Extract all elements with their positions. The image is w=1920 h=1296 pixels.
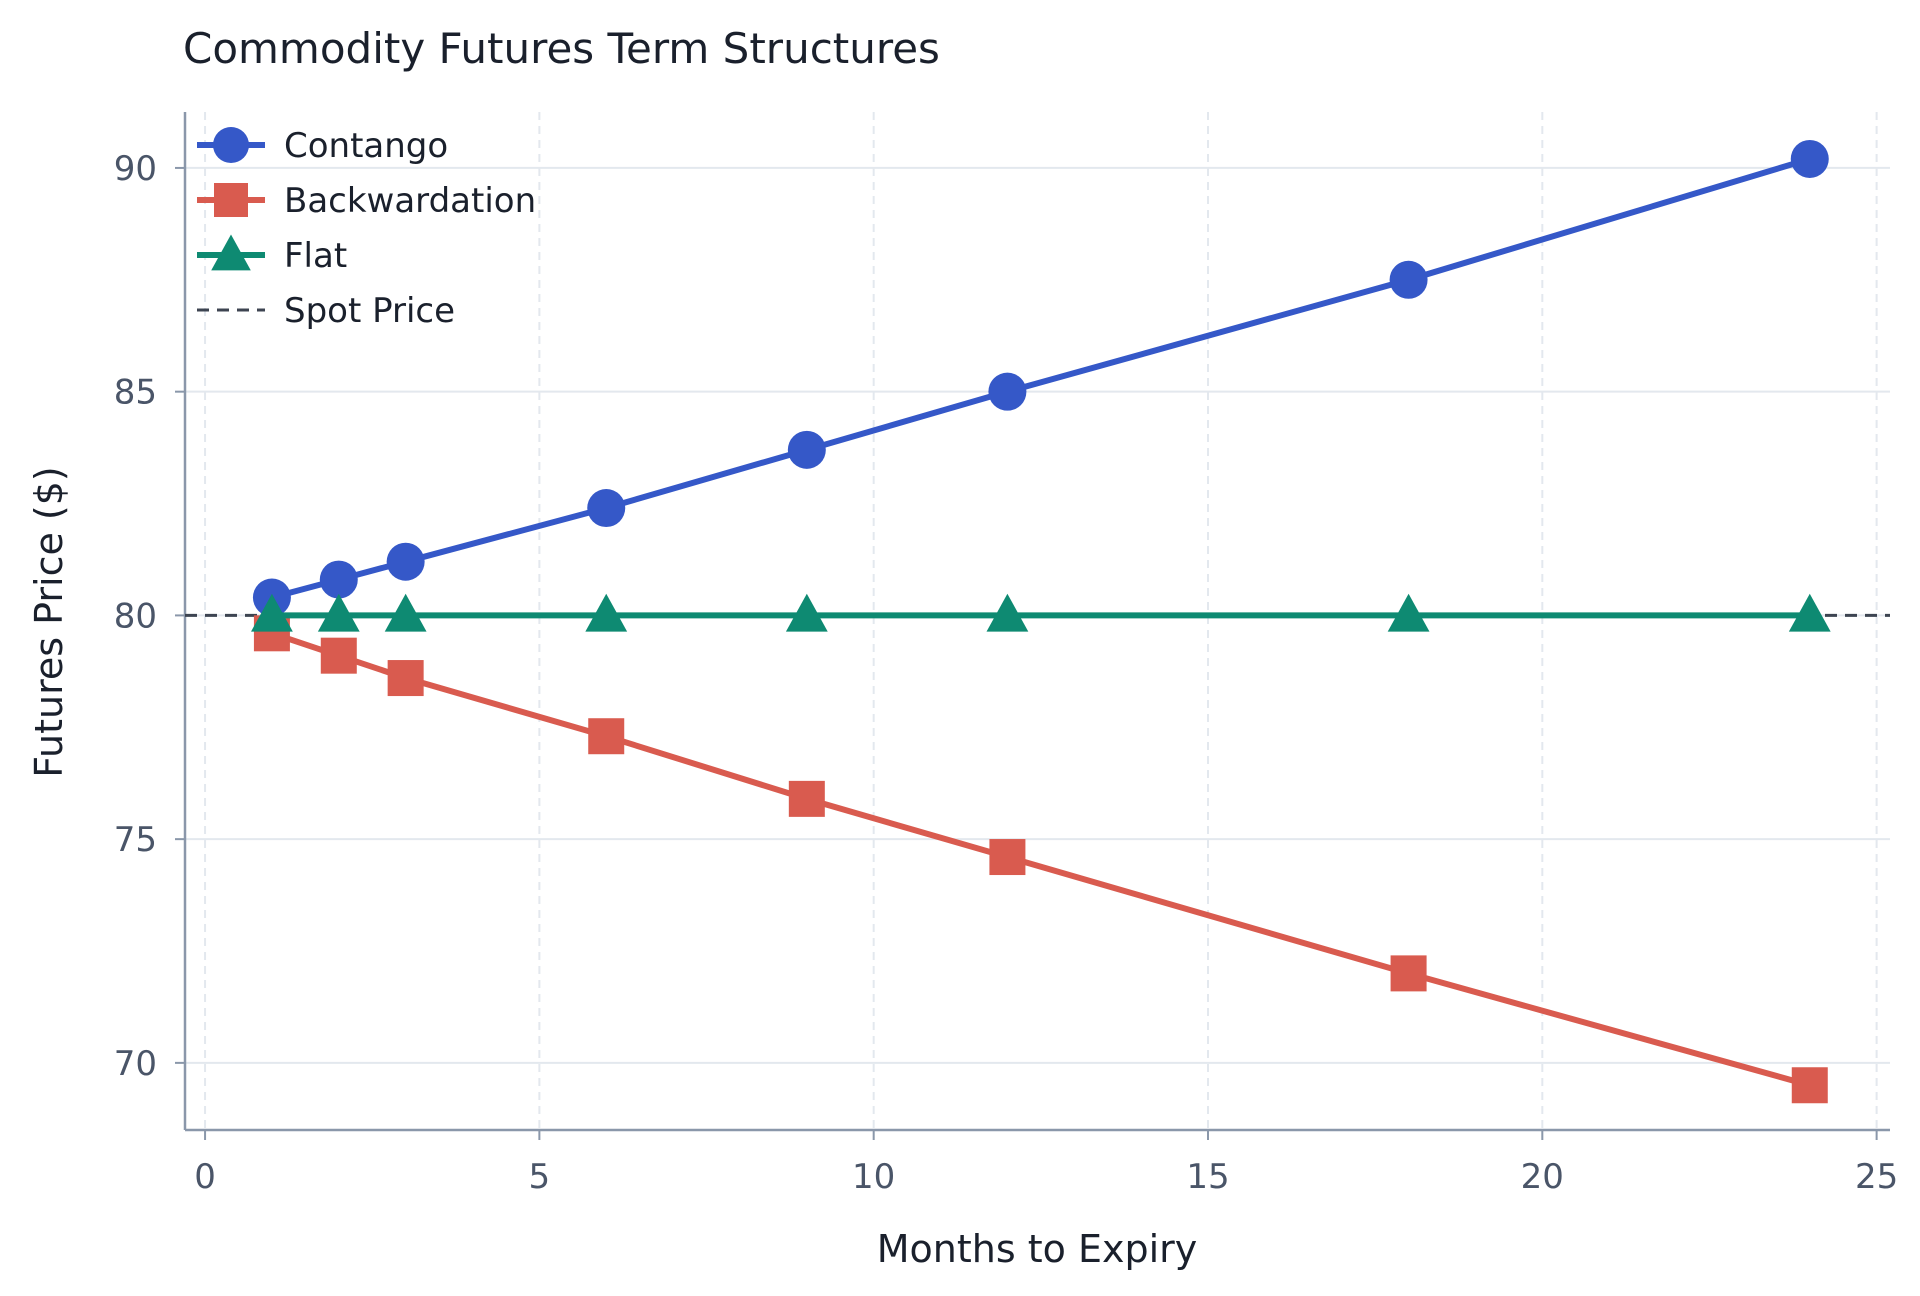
x-tick-label: 25	[1855, 1157, 1898, 1197]
flat-point	[585, 593, 628, 632]
contango-point	[386, 542, 425, 581]
contango-point	[587, 489, 626, 528]
flat-point	[1788, 593, 1831, 632]
x-tick-label: 15	[1186, 1157, 1229, 1197]
legend-item-flat: Flat	[197, 234, 347, 276]
flat-point	[1387, 593, 1430, 632]
backwardation-point	[788, 780, 825, 817]
chart-title: Commodity Futures Term Structures	[183, 24, 940, 73]
legend-label: Backwardation	[284, 181, 536, 221]
y-tick-label: 85	[114, 373, 157, 413]
flat-point	[384, 593, 427, 632]
legend: Contango Backwardation Flat Spot Price	[197, 126, 536, 331]
backwardation-point	[1390, 955, 1427, 992]
x-tick-label: 0	[194, 1157, 216, 1197]
legend-label: Contango	[284, 126, 448, 166]
contango-point	[1790, 139, 1829, 178]
contango-point	[787, 430, 826, 469]
flat-point	[251, 593, 293, 632]
x-tick-label: 20	[1521, 1157, 1564, 1197]
x-axis-title: Months to Expiry	[877, 1227, 1198, 1271]
backwardation-point	[320, 637, 357, 674]
x-tick-label: 5	[529, 1157, 551, 1197]
legend-label: Flat	[284, 236, 347, 276]
flat-point	[317, 593, 360, 632]
contango-line	[271, 156, 1811, 601]
backwardation-point	[989, 839, 1026, 876]
backwardation-line	[270, 630, 1811, 1089]
flat-point	[785, 593, 828, 632]
legend-item-contango: Contango	[197, 126, 448, 166]
legend-marker	[214, 183, 248, 217]
contango-point	[988, 372, 1027, 411]
legend-marker	[213, 127, 249, 163]
legend-item-backwardation: Backwardation	[197, 181, 536, 221]
grid	[175, 112, 1890, 1140]
y-axis-title: Futures Price ($)	[27, 466, 71, 778]
backwardation-point	[387, 660, 424, 697]
backwardation-point	[1791, 1067, 1828, 1104]
backwardation-point	[588, 718, 625, 755]
flat-point	[986, 593, 1029, 632]
y-tick-label: 80	[114, 596, 157, 636]
y-tick-label: 75	[114, 820, 157, 860]
legend-label: Spot Price	[284, 291, 455, 331]
series-flat	[251, 593, 1831, 632]
legend-marker	[211, 234, 251, 271]
contango-point	[319, 560, 358, 599]
y-tick-label: 70	[114, 1044, 157, 1084]
legend-item-spot-price: Spot Price	[197, 291, 455, 331]
series-backwardation	[253, 615, 1828, 1104]
y-tick-label: 90	[114, 149, 157, 189]
contango-point	[1389, 260, 1428, 299]
x-tick-label: 10	[852, 1157, 895, 1197]
series-contango	[252, 139, 1829, 617]
